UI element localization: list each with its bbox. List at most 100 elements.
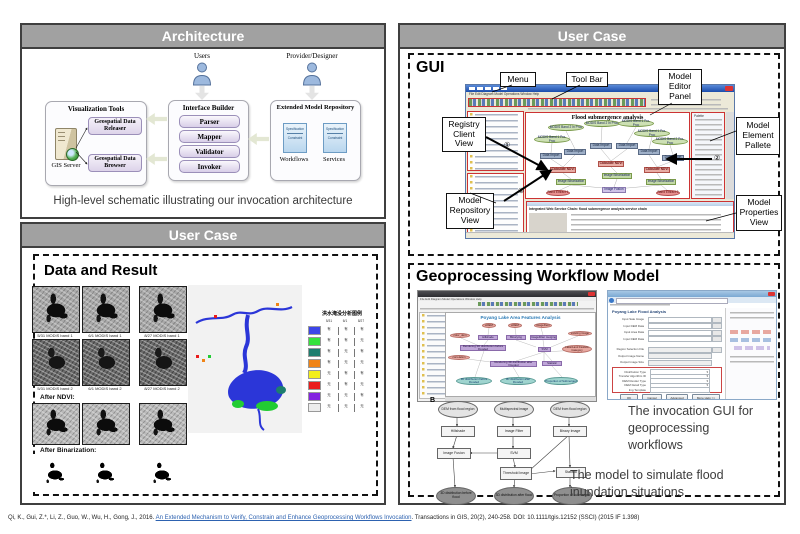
workflow-node: Image Binarization <box>646 179 676 185</box>
mark-3: ③ <box>518 188 525 195</box>
back-button <box>609 297 614 303</box>
callout-repository-view: Model Repository View <box>446 193 494 229</box>
url-field <box>616 298 728 304</box>
legend-swatch <box>308 370 321 379</box>
workflow-node: Data Import <box>564 149 586 155</box>
legend-row: 有 有 无 <box>306 336 376 346</box>
app-title-bar <box>466 85 734 92</box>
browse-button <box>712 316 722 323</box>
gwm-dashed-box <box>408 263 780 497</box>
workflow-node: Calculate NDVI <box>644 167 670 173</box>
flow-node: Image Filter <box>497 426 531 437</box>
workflow-node: MODIS Band 2 In Proc <box>548 124 584 131</box>
model-repository-title: Extended Model Repository <box>276 104 355 111</box>
model-node: imageDem <box>534 323 552 328</box>
model-caption: The model to simulate flood inundation s… <box>570 468 724 499</box>
invoker-item: Invoker <box>179 160 240 173</box>
properties-rows <box>571 214 721 232</box>
model-node: 3D distribution after Flooded <box>500 377 536 385</box>
workflow-node: MODIS Band 1 Pre-Proc <box>634 129 670 137</box>
validator-item: Validator <box>179 145 240 158</box>
model-node: eDEM <box>508 323 522 328</box>
model-node: color_dem <box>450 333 470 338</box>
workflow-node: Data Import <box>662 155 684 161</box>
services-doc-icon: Specification Constraint <box>323 123 347 153</box>
editor-tab-bar <box>528 108 728 111</box>
modis-label: 6/1 MODIS band 2 <box>88 386 122 391</box>
h-scrollbar <box>445 397 596 401</box>
workflow-title: Flood submergence analysis <box>571 115 644 121</box>
field-label: Input Sate Image <box>621 317 644 321</box>
flow-node: Binary Image <box>553 426 587 437</box>
modis-label: 5/31 MODIS band 2 <box>37 386 73 391</box>
visualization-tools-box: Visualization Tools GIS Server Geospatia… <box>45 101 147 186</box>
mini-workflow-row <box>730 338 774 342</box>
dialog-sidebar <box>725 308 776 399</box>
callout-toolbar: Tool Bar <box>566 72 608 87</box>
advanced-button: Advanced <box>666 394 688 399</box>
flood-map <box>188 285 302 433</box>
legend-row: 无 有 有 <box>306 369 376 379</box>
citation: Qi, K., Gui, Z.*, Li, Z., Guo, W., Wu, H… <box>8 515 796 521</box>
project-tree <box>419 312 446 399</box>
model-node: SVM <box>538 347 551 352</box>
field-input <box>648 353 712 359</box>
model-node: eDEM <box>482 323 496 328</box>
close-button <box>768 292 775 296</box>
legend-row: 无 无 有 <box>306 391 376 401</box>
callout-model-editor: Model Editor Panel <box>658 69 702 105</box>
model-node: Binarying <box>506 335 526 340</box>
model-editor-panel: Flood submergence analysis <box>525 112 690 199</box>
flow-node: SVM <box>497 448 531 459</box>
gui-caption: The invocation GUI for geoprocessing wor… <box>628 404 754 452</box>
citation-link[interactable]: An Extended Mechanism to Verify, Constra… <box>155 515 412 521</box>
workflow-node: Data Import <box>590 143 612 149</box>
properties-header-bar <box>527 202 733 206</box>
model-repository-box: Extended Model Repository Specification … <box>270 100 361 181</box>
flow-node: Image Fusion <box>437 448 471 459</box>
modis-label: 8/27 MODIS band 1 <box>144 333 180 338</box>
flow-node: Hillshade <box>441 426 475 437</box>
status-bar <box>466 232 734 238</box>
visualization-tools-title: Visualization Tools <box>67 105 125 113</box>
field-label: Output Image Size <box>620 360 644 364</box>
architecture-caption: High-level schematic illustrating our in… <box>53 195 353 207</box>
field-input <box>648 329 712 336</box>
legend-swatch <box>308 337 321 346</box>
flowchart-b: B DEM from <box>426 397 598 513</box>
select-label: Distribution Type <box>624 369 646 374</box>
workflow-node: Image Binarization <box>556 179 586 185</box>
callout-registry-client: Registry Client View <box>442 117 486 152</box>
legend-col: 8/27 <box>357 319 365 323</box>
dialog-title: Poyang Lake Flood Analysis <box>612 309 667 314</box>
field-input <box>648 359 712 366</box>
down-arrow <box>305 86 319 100</box>
architecture-header: Architecture <box>22 25 384 49</box>
provider-label: Provider/Designer <box>286 52 338 60</box>
interface-builder-box: Interface Builder Parser Mapper Validato… <box>168 100 249 181</box>
model-node: Hillshade <box>478 335 498 340</box>
workflow-node: MODIS Band 1 Pre-Proc <box>534 135 570 143</box>
mini-workflow-row <box>730 330 774 334</box>
browse-button <box>712 329 722 336</box>
field-label: Output Image Name <box>617 353 644 358</box>
modis-image <box>82 339 130 386</box>
workflow-node: MODIS Band 1 Pre-Proc <box>618 119 654 127</box>
workflow-node: Data Import <box>638 149 660 155</box>
modis-label: 8/27 MODIS band 2 <box>144 386 180 391</box>
select-input <box>650 387 710 393</box>
workflow-node: Data Import <box>540 153 562 159</box>
mark-2: ② <box>714 155 721 162</box>
down-arrow <box>195 86 209 100</box>
browser-title-bar <box>608 291 776 297</box>
model-node: Statistic <box>542 361 562 366</box>
callout-element-palette: Model Element Pallete <box>736 117 780 155</box>
geospatial-data-browser: Geospatial Data Browser <box>88 154 142 172</box>
modis-image <box>139 286 187 333</box>
mini-workflow-row <box>734 346 770 350</box>
legend-col: 5/31 <box>325 319 333 323</box>
mapper-item: Mapper <box>179 130 240 143</box>
user-case-header-left: User Case <box>22 224 384 248</box>
flow-node: Multispectral image <box>494 401 534 418</box>
browser-tab <box>610 304 670 307</box>
